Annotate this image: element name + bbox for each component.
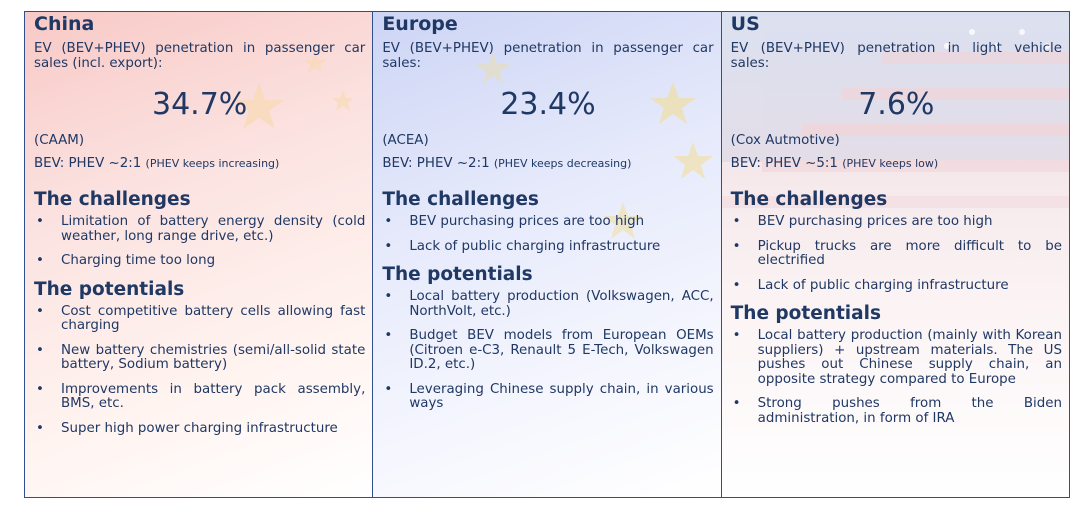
penetration-description: EV (BEV+PHEV) penetration in light vehic… (730, 41, 1062, 71)
penetration-value: 23.4% (500, 87, 596, 122)
region-title: US (730, 13, 760, 35)
penetration-description: EV (BEV+PHEV) penetration in passenger c… (34, 41, 366, 71)
potentials-heading: The potentials (382, 264, 533, 285)
challenge-item: BEV purchasing prices are too high (382, 214, 713, 230)
challenges-list: BEV purchasing prices are too high Lack … (382, 214, 713, 255)
comparison-table: China EV (BEV+PHEV) penetration in passe… (24, 11, 1070, 498)
bev-phev-ratio: BEV: PHEV ~5:1 (PHEV keeps low) (731, 156, 1062, 172)
us-column: US EV (BEV+PHEV) penetration in light ve… (720, 12, 1069, 497)
penetration-description: EV (BEV+PHEV) penetration in passenger c… (382, 41, 714, 71)
challenges-list: Limitation of battery energy density (co… (34, 214, 365, 269)
ratio-text: BEV: PHEV ~2:1 (382, 156, 490, 171)
challenges-heading: The challenges (34, 189, 191, 210)
potential-item: Super high power charging infrastructure (34, 421, 365, 437)
ratio-note: (PHEV keeps decreasing) (493, 157, 632, 170)
ratio-text: BEV: PHEV ~2:1 (34, 156, 142, 171)
data-source: (CAAM) (34, 133, 85, 148)
potentials-heading: The potentials (730, 303, 881, 324)
data-source: (ACEA) (382, 133, 429, 148)
challenges-heading: The challenges (730, 189, 888, 210)
penetration-value: 7.6% (858, 87, 935, 122)
challenge-item: Charging time too long (34, 253, 365, 269)
challenges-list: BEV purchasing prices are too high Picku… (731, 214, 1062, 294)
challenge-item: Lack of public charging infrastructure (382, 239, 713, 255)
potentials-heading: The potentials (34, 278, 185, 300)
bev-phev-ratio: BEV: PHEV ~2:1 (PHEV keeps increasing) (34, 156, 365, 172)
potentials-list: Local battery production (mainly with Ko… (731, 328, 1062, 426)
europe-column: Europe EV (BEV+PHEV) penetration in pass… (372, 12, 721, 497)
challenges-heading: The challenges (382, 189, 539, 210)
ratio-text: BEV: PHEV ~5:1 (730, 156, 838, 171)
potential-item: Local battery production (Volkswagen, AC… (382, 289, 713, 319)
bev-phev-ratio: BEV: PHEV ~2:1 (PHEV keeps decreasing) (382, 156, 713, 172)
challenge-item: BEV purchasing prices are too high (731, 214, 1062, 230)
penetration-value: 34.7% (152, 87, 248, 122)
region-title: China (34, 13, 95, 35)
potential-item: Local battery production (mainly with Ko… (731, 328, 1062, 387)
ratio-note: (PHEV keeps low) (842, 157, 939, 170)
potential-item: Improvements in battery pack assembly, B… (34, 382, 365, 412)
challenge-item: Pickup trucks are more difficult to be e… (731, 239, 1062, 269)
potentials-list: Local battery production (Volkswagen, AC… (382, 289, 713, 412)
region-title: Europe (382, 13, 458, 35)
challenge-item: Lack of public charging infrastructure (731, 278, 1062, 294)
potentials-list: Cost competitive battery cells allowing … (34, 304, 365, 437)
challenge-item: Limitation of battery energy density (co… (34, 214, 365, 244)
potential-item: Leveraging Chinese supply chain, in vari… (382, 382, 713, 412)
data-source: (Cox Autmotive) (730, 133, 840, 148)
potential-item: Cost competitive battery cells allowing … (34, 304, 365, 334)
china-column: China EV (BEV+PHEV) penetration in passe… (25, 12, 373, 497)
potential-item: Budget BEV models from European OEMs (Ci… (382, 328, 713, 373)
potential-item: New battery chemistries (semi/all-solid … (34, 343, 365, 373)
ratio-note: (PHEV keeps increasing) (145, 157, 280, 170)
potential-item: Strong pushes from the Biden administrat… (731, 396, 1062, 426)
